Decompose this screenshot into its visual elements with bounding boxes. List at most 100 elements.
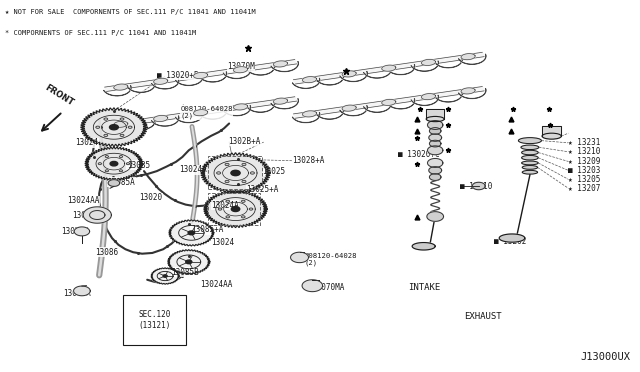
Polygon shape xyxy=(461,54,475,60)
Bar xyxy=(542,126,561,136)
Circle shape xyxy=(105,155,109,158)
Polygon shape xyxy=(364,102,391,112)
Text: 13070C: 13070C xyxy=(61,227,88,236)
Polygon shape xyxy=(104,86,131,96)
Polygon shape xyxy=(291,252,308,263)
Text: ★ 13207: ★ 13207 xyxy=(568,184,601,193)
Polygon shape xyxy=(234,104,248,110)
Ellipse shape xyxy=(522,166,538,169)
Text: 13024AA: 13024AA xyxy=(67,196,100,205)
Circle shape xyxy=(119,170,123,172)
Polygon shape xyxy=(105,97,296,129)
Circle shape xyxy=(250,172,255,174)
Circle shape xyxy=(120,134,124,137)
Circle shape xyxy=(242,163,246,166)
Circle shape xyxy=(249,208,253,210)
Circle shape xyxy=(163,275,167,277)
Text: ■ 13020+B: ■ 13020+B xyxy=(157,71,198,80)
Polygon shape xyxy=(340,71,367,81)
Text: 13020: 13020 xyxy=(140,193,163,202)
Text: 13070: 13070 xyxy=(72,211,95,220)
Polygon shape xyxy=(104,123,131,133)
Polygon shape xyxy=(152,116,179,126)
Circle shape xyxy=(104,118,108,120)
Polygon shape xyxy=(199,109,227,119)
Circle shape xyxy=(225,163,229,166)
Text: ■ 13210: ■ 13210 xyxy=(460,182,492,191)
Text: 13085A: 13085A xyxy=(108,178,135,187)
Text: 13085: 13085 xyxy=(127,161,150,170)
Circle shape xyxy=(241,216,245,218)
Text: 13070MA: 13070MA xyxy=(312,283,345,292)
Polygon shape xyxy=(273,61,287,67)
Text: 13024AA: 13024AA xyxy=(200,280,232,289)
Polygon shape xyxy=(421,60,435,65)
Polygon shape xyxy=(114,121,128,127)
Polygon shape xyxy=(411,61,438,71)
Circle shape xyxy=(231,206,240,212)
Polygon shape xyxy=(74,227,90,236)
Text: INTAKE: INTAKE xyxy=(408,283,440,292)
Circle shape xyxy=(128,126,132,128)
Circle shape xyxy=(186,260,192,264)
Polygon shape xyxy=(303,111,317,117)
Circle shape xyxy=(188,231,195,235)
Polygon shape xyxy=(342,105,356,111)
Polygon shape xyxy=(127,82,155,92)
Text: 13085+A: 13085+A xyxy=(191,225,223,234)
Polygon shape xyxy=(435,58,462,68)
Text: * COMPORNENTS OF SEC.111 P/C 11041 AND 11041M: * COMPORNENTS OF SEC.111 P/C 11041 AND 1… xyxy=(5,30,196,36)
Polygon shape xyxy=(193,73,208,78)
Polygon shape xyxy=(461,88,475,94)
Polygon shape xyxy=(429,167,442,174)
Polygon shape xyxy=(223,106,250,116)
Circle shape xyxy=(225,180,229,183)
Polygon shape xyxy=(271,61,298,71)
Polygon shape xyxy=(428,158,443,167)
Polygon shape xyxy=(204,190,268,228)
Text: 13085B: 13085B xyxy=(172,268,199,277)
Polygon shape xyxy=(411,95,438,105)
Polygon shape xyxy=(271,99,298,109)
Polygon shape xyxy=(105,60,296,92)
Polygon shape xyxy=(90,211,105,219)
Text: 13025: 13025 xyxy=(262,167,285,176)
Polygon shape xyxy=(81,108,147,147)
Polygon shape xyxy=(435,92,462,102)
Polygon shape xyxy=(381,99,396,105)
Text: SEC.120
(13121): SEC.120 (13121) xyxy=(139,310,171,330)
Polygon shape xyxy=(294,52,484,84)
Circle shape xyxy=(109,125,118,130)
Text: ★ 13209: ★ 13209 xyxy=(568,157,601,166)
Text: 13070A: 13070A xyxy=(63,289,90,298)
Polygon shape xyxy=(412,243,435,250)
Polygon shape xyxy=(429,128,441,134)
Text: B08120-64028
(2): B08120-64028 (2) xyxy=(304,253,356,266)
Polygon shape xyxy=(316,75,344,85)
Polygon shape xyxy=(223,68,250,78)
Polygon shape xyxy=(342,71,356,77)
Polygon shape xyxy=(247,102,275,112)
Text: Ó08120-64028
(2): Ó08120-64028 (2) xyxy=(180,105,233,119)
Text: ★ 13231: ★ 13231 xyxy=(568,138,601,147)
Circle shape xyxy=(119,155,123,158)
Polygon shape xyxy=(340,106,367,116)
Polygon shape xyxy=(472,182,485,190)
Text: J13000UX: J13000UX xyxy=(580,352,630,362)
Ellipse shape xyxy=(426,116,444,122)
Polygon shape xyxy=(294,87,484,118)
Polygon shape xyxy=(292,112,320,123)
Polygon shape xyxy=(74,286,90,296)
Polygon shape xyxy=(234,67,248,73)
Polygon shape xyxy=(273,98,287,104)
Ellipse shape xyxy=(522,150,538,155)
Circle shape xyxy=(96,126,100,128)
Polygon shape xyxy=(387,64,415,75)
Circle shape xyxy=(226,216,230,218)
Ellipse shape xyxy=(521,145,539,150)
Ellipse shape xyxy=(522,170,538,174)
Polygon shape xyxy=(108,180,120,186)
Polygon shape xyxy=(154,115,168,122)
Polygon shape xyxy=(428,121,443,129)
Text: 13024: 13024 xyxy=(211,238,234,247)
